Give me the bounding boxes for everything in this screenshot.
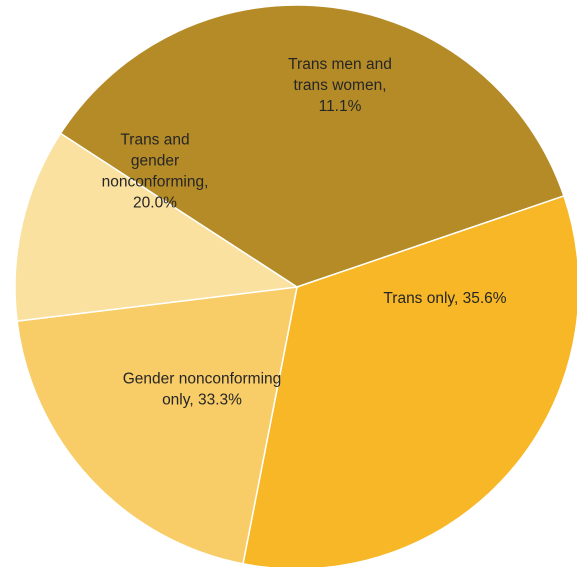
- slice-label: Trans and gender nonconforming, 20.0%: [102, 132, 209, 212]
- slice-label-line: Gender nonconforming: [123, 371, 282, 388]
- slice-label-line: Trans and: [120, 132, 189, 149]
- slice-label-line: Trans men and: [288, 56, 392, 73]
- slice-label: Gender nonconforming only, 33.3%: [123, 371, 282, 409]
- slice-label-line: Trans only, 35.6%: [383, 290, 506, 307]
- slice-label-line: only, 33.3%: [162, 392, 242, 409]
- pie-slices: [14, 4, 577, 567]
- slice-label-line: nonconforming,: [102, 174, 209, 191]
- slice-label-line: 20.0%: [133, 195, 177, 212]
- pie-slice: [16, 286, 298, 565]
- slice-label-line: trans women,: [293, 77, 386, 94]
- slice-label: Trans only, 35.6%: [383, 290, 506, 307]
- pie-slice: [242, 194, 577, 567]
- pie-slice: [14, 132, 300, 323]
- slice-label-line: gender: [131, 153, 179, 170]
- pie-slice: [59, 4, 565, 288]
- pie-labels: Trans only, 35.6% Gender nonconforming onl…: [102, 56, 507, 409]
- slice-label: Trans men and trans women, 11.1%: [288, 56, 392, 115]
- slice-label-line: 11.1%: [319, 98, 362, 115]
